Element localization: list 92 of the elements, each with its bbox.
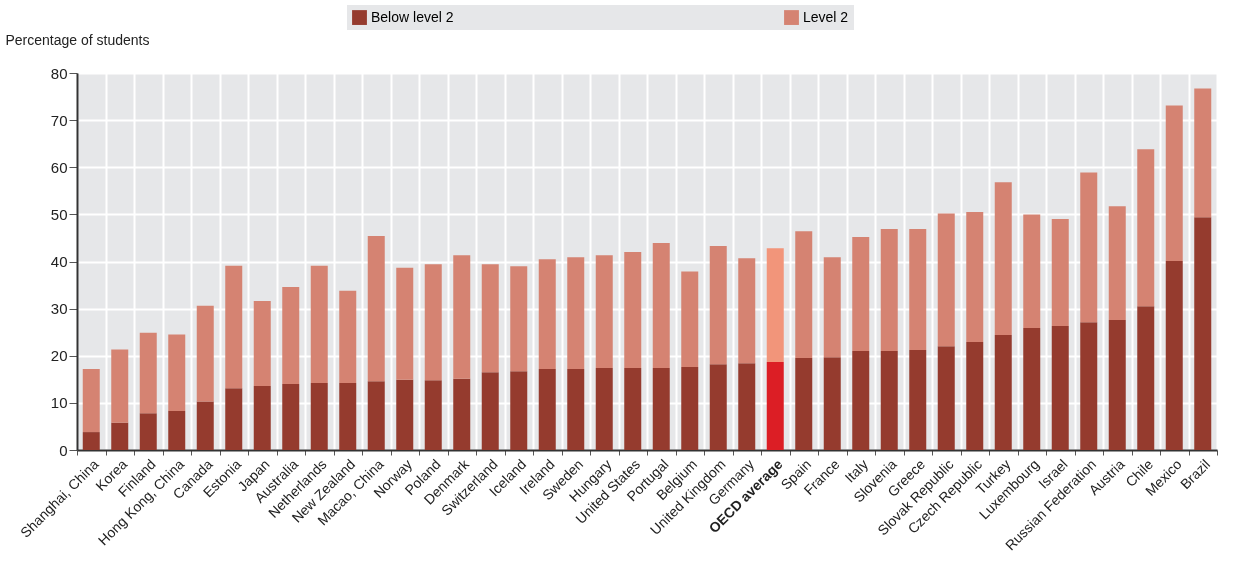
bar — [139, 413, 157, 450]
bar — [196, 401, 214, 450]
bar — [681, 367, 699, 450]
bar — [823, 257, 841, 358]
bar — [994, 335, 1012, 450]
bar — [652, 368, 670, 450]
bar — [823, 357, 841, 450]
bar — [396, 267, 414, 380]
bar — [310, 383, 328, 450]
bar — [1051, 326, 1069, 450]
bar — [1080, 172, 1098, 323]
bar — [1194, 217, 1212, 450]
bar — [652, 243, 670, 368]
bar — [1165, 261, 1183, 450]
bar — [852, 351, 870, 450]
bar — [367, 381, 385, 450]
bar — [766, 361, 784, 450]
bar — [538, 259, 556, 369]
bar — [282, 384, 300, 450]
bar — [196, 305, 214, 402]
bar — [1051, 219, 1069, 327]
bar — [937, 213, 955, 347]
y-tick-label: 10 — [50, 394, 68, 412]
bar — [1137, 149, 1155, 307]
bar — [1080, 322, 1098, 450]
bar — [424, 264, 442, 381]
bar — [738, 258, 756, 364]
bar — [453, 255, 471, 379]
y-tick-label: 30 — [50, 300, 68, 318]
bar — [880, 351, 898, 450]
bar — [795, 231, 813, 359]
bar — [852, 236, 870, 352]
bar — [709, 245, 727, 365]
bar — [453, 378, 471, 450]
y-tick-label: 0 — [59, 441, 68, 459]
bar — [595, 255, 613, 368]
bar — [111, 422, 129, 450]
bar — [1023, 214, 1041, 328]
y-tick-label: 20 — [50, 347, 68, 365]
bar — [168, 334, 186, 411]
bar — [1137, 306, 1155, 450]
bar — [510, 266, 528, 372]
y-tick-label: 40 — [50, 253, 68, 270]
bar — [738, 363, 756, 450]
bar — [168, 410, 186, 450]
y-axis-title: Percentage of students — [5, 31, 150, 48]
bar — [82, 368, 100, 433]
bar — [225, 388, 243, 450]
bar — [994, 182, 1012, 336]
y-tick-label: 70 — [50, 111, 68, 129]
bar — [937, 346, 955, 450]
bar — [681, 271, 699, 368]
bar — [567, 368, 585, 450]
bar — [909, 350, 927, 450]
bar — [880, 228, 898, 352]
bar — [367, 236, 385, 382]
bar — [709, 364, 727, 450]
bar — [139, 332, 157, 414]
y-tick-label: 50 — [50, 205, 68, 223]
bar — [595, 368, 613, 450]
bar — [396, 379, 414, 450]
bar — [111, 349, 129, 423]
y-tick-label: 60 — [50, 158, 68, 176]
bar — [966, 212, 984, 343]
legend-label: Level 2 — [803, 8, 849, 25]
bar — [1108, 319, 1126, 450]
bar — [82, 432, 100, 450]
bar — [481, 264, 499, 373]
bar — [966, 342, 984, 450]
bar — [225, 265, 243, 389]
bar — [481, 372, 499, 450]
bar — [795, 358, 813, 450]
bar — [253, 385, 271, 450]
bar — [1194, 88, 1212, 218]
bar — [624, 368, 642, 450]
bar — [567, 257, 585, 369]
bar — [1023, 327, 1041, 450]
bar — [339, 383, 357, 450]
bar — [538, 368, 556, 450]
bar — [282, 286, 300, 385]
bar — [624, 252, 642, 368]
bar — [1108, 206, 1126, 320]
y-tick-label: 80 — [50, 64, 68, 82]
legend-label: Below level 2 — [371, 8, 454, 25]
bar — [909, 228, 927, 351]
bar — [1165, 105, 1183, 262]
bar — [766, 248, 784, 362]
bar — [510, 371, 528, 450]
bar — [253, 301, 271, 386]
bar — [310, 265, 328, 384]
bar — [424, 380, 442, 450]
bar — [339, 290, 357, 384]
